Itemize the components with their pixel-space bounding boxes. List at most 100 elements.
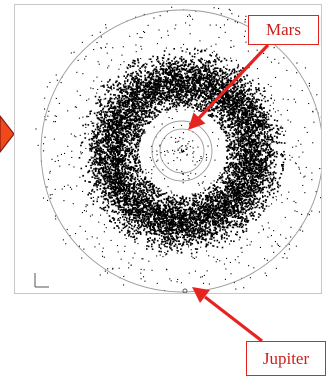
particle: [123, 204, 125, 207]
particle: [220, 126, 223, 128]
particle: [97, 147, 99, 149]
particle: [121, 170, 124, 173]
particle: [231, 187, 233, 190]
particle: [196, 228, 199, 231]
particle: [243, 83, 245, 86]
particle: [115, 157, 118, 160]
particle: [245, 156, 248, 158]
particle: [220, 13, 222, 15]
particle: [140, 121, 142, 124]
particle: [139, 75, 142, 77]
particle: [175, 63, 177, 65]
particle: [209, 211, 212, 213]
particle: [70, 52, 72, 54]
particle: [97, 122, 99, 124]
particle: [144, 176, 147, 178]
particle: [273, 171, 276, 173]
particle: [129, 184, 131, 186]
particle: [224, 126, 227, 129]
particle: [172, 201, 175, 204]
particle: [225, 216, 227, 218]
particle: [230, 196, 233, 198]
particle: [122, 46, 124, 48]
particle: [161, 220, 163, 223]
particle: [181, 68, 183, 71]
particle: [113, 172, 115, 174]
particle: [185, 101, 188, 103]
particle: [94, 177, 96, 180]
particle: [141, 115, 143, 117]
particle: [269, 176, 271, 178]
particle: [122, 130, 124, 132]
particle: [237, 187, 240, 189]
particle: [280, 125, 282, 127]
particle: [140, 58, 142, 60]
particle: [140, 272, 142, 274]
particle: [243, 164, 245, 167]
particle: [230, 123, 232, 126]
particle: [125, 238, 127, 240]
particle: [217, 220, 219, 222]
particle: [244, 150, 247, 152]
particle: [161, 63, 164, 65]
particle: [200, 215, 202, 218]
particle: [197, 104, 200, 106]
particle: [120, 124, 123, 127]
particle: [207, 106, 209, 108]
particle: [238, 123, 241, 125]
particle: [216, 203, 219, 205]
particle: [281, 131, 283, 133]
particle: [287, 119, 289, 121]
particle: [211, 74, 213, 77]
particle: [116, 121, 118, 124]
particle: [208, 255, 210, 257]
particle: [209, 191, 212, 193]
particle: [131, 178, 133, 180]
particle: [128, 162, 130, 164]
particle: [225, 134, 228, 137]
particle: [180, 282, 182, 284]
particle: [169, 209, 171, 212]
particle: [170, 244, 172, 246]
particle: [223, 210, 225, 213]
particle: [212, 204, 215, 206]
particle: [93, 49, 95, 51]
particle: [262, 195, 264, 197]
particle: [201, 90, 204, 92]
particle: [189, 15, 191, 17]
particle: [118, 103, 120, 105]
particle: [182, 227, 185, 230]
particle: [155, 94, 157, 96]
particle: [128, 200, 130, 202]
particle: [97, 184, 100, 186]
particle: [130, 235, 132, 238]
particle: [90, 215, 92, 217]
particle: [126, 217, 128, 219]
particle: [103, 207, 105, 209]
particle: [156, 61, 158, 63]
particle: [221, 124, 224, 127]
particle: [230, 230, 232, 233]
particle: [244, 30, 246, 32]
particle: [133, 88, 136, 91]
particle: [116, 192, 118, 194]
particle: [223, 215, 226, 217]
particle: [191, 216, 193, 218]
particle: [195, 73, 197, 76]
particle: [212, 233, 215, 236]
particle: [247, 50, 249, 52]
particle: [88, 169, 90, 171]
particle: [119, 145, 122, 147]
particle: [198, 96, 201, 98]
particle: [181, 64, 184, 66]
particle: [180, 75, 183, 77]
particle: [198, 208, 201, 210]
particle: [129, 35, 131, 37]
particle: [103, 231, 105, 233]
particle: [117, 116, 119, 118]
particle: [213, 119, 216, 122]
particle: [151, 91, 153, 93]
particle: [245, 154, 248, 156]
particle: [194, 203, 197, 206]
particle: [170, 203, 173, 205]
